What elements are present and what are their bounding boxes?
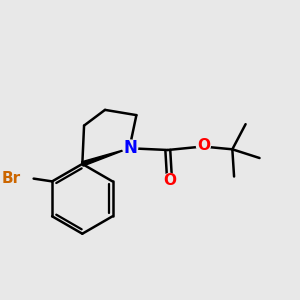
Text: N: N: [123, 139, 137, 157]
Circle shape: [163, 173, 176, 187]
Circle shape: [123, 140, 138, 155]
Text: Br: Br: [2, 171, 21, 186]
Circle shape: [196, 139, 210, 153]
Polygon shape: [82, 148, 129, 166]
Circle shape: [14, 172, 28, 185]
Text: O: O: [197, 138, 210, 153]
Text: O: O: [163, 173, 176, 188]
